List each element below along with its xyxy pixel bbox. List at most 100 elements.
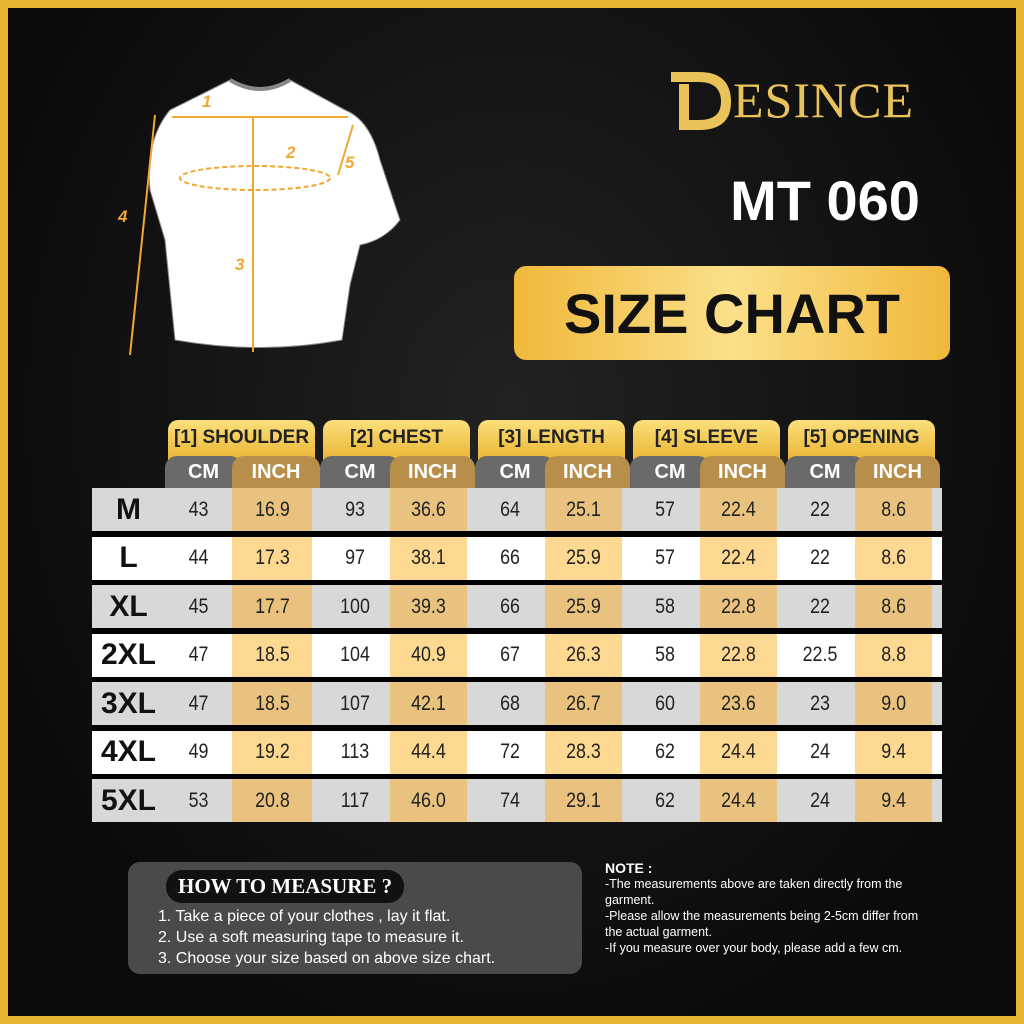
cm-value: 113 xyxy=(340,740,370,763)
cm-value: 64 xyxy=(500,497,520,521)
size-label: XL xyxy=(109,589,148,623)
cm-value: 57 xyxy=(655,546,675,569)
row-divider xyxy=(92,531,942,537)
cm-value: 104 xyxy=(340,643,370,666)
inch-value: 44.4 xyxy=(390,730,467,774)
table-row: XL 45 17.7 100 39.3 66 25.9 58 22.8 22 8.6 xyxy=(92,585,942,628)
inch-value: 22.8 xyxy=(700,585,777,628)
inch-value: 24.4 xyxy=(700,779,777,822)
inch-value: 46.0 xyxy=(390,779,467,822)
inch-value: 9.0 xyxy=(855,682,932,725)
inch-value: 18.5 xyxy=(232,682,312,725)
row-divider xyxy=(92,628,942,634)
inch-value: 20.8 xyxy=(232,779,312,822)
note-line: -If you measure over your body, please a… xyxy=(605,941,903,955)
row-divider xyxy=(92,773,942,780)
size-label: L xyxy=(119,541,138,574)
note-box: NOTE : -The measurements above are taken… xyxy=(605,860,925,956)
model-number: MT 060 xyxy=(730,169,920,232)
inch-value: 18.5 xyxy=(232,633,312,677)
inch-value: 17.7 xyxy=(232,585,312,628)
inch-value: 36.6 xyxy=(390,488,467,531)
inch-value: 25.9 xyxy=(545,536,622,580)
inch-value: 29.1 xyxy=(545,779,622,822)
cm-header: CM xyxy=(630,456,710,488)
cm-value: 60 xyxy=(655,691,675,715)
measure-label-5: 5 xyxy=(345,153,355,172)
inch-value: 23.6 xyxy=(700,682,777,725)
table-row: 5XL 53 20.8 117 46.0 74 29.1 62 24.4 24 9.4 xyxy=(92,779,942,822)
step: 2. Use a soft measuring tape to measure … xyxy=(158,929,464,946)
inch-value: 8.8 xyxy=(855,633,932,677)
inch-value: 22.4 xyxy=(700,488,777,531)
cm-value: 22.5 xyxy=(802,643,838,666)
inch-value: 8.6 xyxy=(855,536,932,580)
cm-value: 117 xyxy=(340,788,370,812)
inch-value: 9.4 xyxy=(855,779,932,822)
inch-value: 22.4 xyxy=(700,536,777,580)
cm-value: 72 xyxy=(500,740,520,763)
note-line: -The measurements above are taken direct… xyxy=(605,877,903,907)
inch-value: 25.1 xyxy=(545,488,622,531)
inch-value: 38.1 xyxy=(390,536,467,580)
size-label: 3XL xyxy=(100,686,157,720)
inch-value: 8.6 xyxy=(855,488,932,531)
cm-value: 22 xyxy=(810,546,830,569)
brand-name: ESINCE xyxy=(733,71,914,128)
size-label: 5XL xyxy=(100,783,157,817)
cm-value: 66 xyxy=(500,546,520,569)
inch-value: 19.2 xyxy=(232,730,312,774)
inch-value: 26.7 xyxy=(545,682,622,725)
table-row: 3XL 47 18.5 107 42.1 68 26.7 60 23.6 23 9.0 xyxy=(92,682,942,725)
sweatshirt-diagram: 1 2 3 4 5 xyxy=(117,78,401,356)
cm-value: 97 xyxy=(345,546,365,569)
inch-value: 9.4 xyxy=(855,730,932,774)
size-label: 2XL xyxy=(100,638,157,671)
brand-logo: ESINCE xyxy=(665,62,914,137)
note-line: -Please allow the measurements being 2-5… xyxy=(605,909,919,939)
inch-value: 16.9 xyxy=(232,488,312,531)
inch-value: 22.8 xyxy=(700,633,777,677)
cm-value: 68 xyxy=(500,691,520,715)
measure-label-1: 1 xyxy=(202,92,211,111)
measure-label-2: 2 xyxy=(285,143,296,162)
table-row: 4XL 49 19.2 113 44.4 72 28.3 62 24.4 24 9.4 xyxy=(92,730,942,774)
cm-value: 62 xyxy=(655,788,675,812)
inch-value: 8.6 xyxy=(855,585,932,628)
cm-value: 43 xyxy=(188,497,209,521)
row-divider xyxy=(92,725,942,731)
cm-value: 23 xyxy=(810,691,830,715)
step: 3. Choose your size based on above size … xyxy=(158,950,496,967)
inch-header: INCH xyxy=(545,456,630,488)
table-row: L 44 17.3 97 38.1 66 25.9 57 22.4 22 8.6 xyxy=(92,536,942,580)
inch-value: 25.9 xyxy=(545,585,622,628)
column-group-header: [3] LENGTH xyxy=(478,420,625,460)
measure-label-4: 4 xyxy=(117,207,128,226)
cm-value: 24 xyxy=(810,788,830,812)
size-chart-banner: SIZE CHART xyxy=(514,266,950,360)
column-group-header: [4] SLEEVE xyxy=(633,420,780,460)
size-label: 4XL xyxy=(100,735,157,768)
inch-value: 17.3 xyxy=(232,536,312,580)
cm-value: 57 xyxy=(655,497,675,521)
cm-value: 49 xyxy=(188,740,209,763)
inch-header: INCH xyxy=(855,456,940,488)
cm-value: 74 xyxy=(500,788,520,812)
cm-value: 58 xyxy=(655,594,675,618)
cm-value: 107 xyxy=(340,691,370,715)
cm-value: 45 xyxy=(188,594,209,618)
cm-header: CM xyxy=(475,456,555,488)
column-group-header: [5] OPENING xyxy=(788,420,935,460)
inch-value: 40.9 xyxy=(390,633,467,677)
step: 1. Take a piece of your clothes , lay it… xyxy=(158,908,451,925)
cm-value: 22 xyxy=(810,594,830,618)
cm-value: 93 xyxy=(345,497,365,521)
logo-d-icon xyxy=(671,71,731,130)
inch-value: 24.4 xyxy=(700,730,777,774)
how-to-measure-title: HOW TO MEASURE ? xyxy=(166,870,405,903)
cm-value: 53 xyxy=(188,788,209,812)
table-row: 2XL 47 18.5 104 40.9 67 26.3 58 22.8 22.5 8.8 xyxy=(92,633,942,677)
cm-value: 62 xyxy=(655,740,675,763)
cm-value: 100 xyxy=(340,594,370,618)
cm-value: 24 xyxy=(810,740,830,763)
